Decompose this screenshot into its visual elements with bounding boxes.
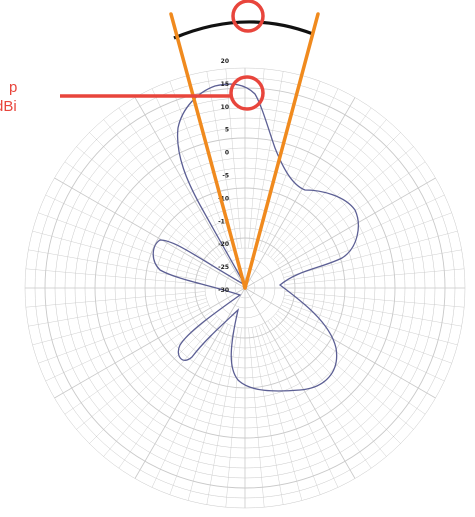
grid-spoke xyxy=(118,320,223,469)
beamwidth-line-right xyxy=(243,12,320,290)
radial-tick-label: -5 xyxy=(222,173,229,180)
grid-spoke xyxy=(134,97,246,289)
grid-spoke xyxy=(261,324,339,488)
radiation-pattern-curve xyxy=(152,83,359,392)
grid-spoke xyxy=(64,310,213,415)
grid-spoke xyxy=(225,327,242,508)
grid-spoke xyxy=(251,327,284,505)
grid-spoke xyxy=(244,97,356,289)
grid-spoke xyxy=(169,325,232,495)
grid-spoke xyxy=(255,326,303,501)
grid-spoke xyxy=(267,320,372,469)
grid-spoke xyxy=(38,212,208,275)
grid-spoke xyxy=(284,268,465,285)
grid-spoke xyxy=(28,294,206,327)
grid-spoke xyxy=(54,177,246,289)
grid-spoke xyxy=(282,212,452,275)
beam-top-marker-circle xyxy=(231,0,265,33)
beamwidth-line-left xyxy=(169,12,247,290)
grid-spoke xyxy=(284,249,462,282)
grid-spoke xyxy=(275,146,414,263)
grid-spoke xyxy=(206,71,239,249)
grid-spoke xyxy=(283,230,458,278)
beamwidth-arc xyxy=(173,20,314,40)
grid-spoke xyxy=(277,161,426,266)
grid-spoke xyxy=(244,287,356,479)
peak-gain-callout: p dBi xyxy=(0,78,60,116)
grid-spoke xyxy=(284,291,465,308)
grid-spoke xyxy=(76,146,215,263)
grid-spoke xyxy=(282,301,452,364)
grid-spoke xyxy=(169,81,232,251)
grid-spoke xyxy=(284,294,462,327)
grid-spoke xyxy=(89,132,217,260)
radial-tick-label: 15 xyxy=(221,81,229,88)
grid-spoke xyxy=(134,287,246,479)
radial-tick-label: 10 xyxy=(221,104,229,111)
grid-spoke xyxy=(32,298,207,346)
grid-spoke xyxy=(38,301,208,364)
grid-spoke xyxy=(64,161,213,266)
grid-spoke xyxy=(267,107,372,256)
grid-spoke xyxy=(25,268,206,285)
grid-spoke xyxy=(270,318,387,457)
radial-tick-label: -15 xyxy=(218,218,229,225)
callout-line-1: p xyxy=(9,79,18,96)
grid-spoke xyxy=(45,194,209,272)
grid-spoke xyxy=(28,249,206,282)
grid-spoke xyxy=(248,327,265,508)
grid-spoke xyxy=(103,318,220,457)
grid-spoke xyxy=(32,230,207,278)
grid-spoke xyxy=(45,304,209,382)
grid-spoke xyxy=(261,88,339,252)
radial-tick-label: -25 xyxy=(218,264,229,271)
radial-tick-label: 0 xyxy=(225,150,229,157)
grid-spoke xyxy=(258,325,321,495)
grid-spoke xyxy=(151,324,229,488)
grid-spoke xyxy=(151,88,229,252)
peak-gain-marker-circle xyxy=(229,75,265,111)
radial-tick-label: -20 xyxy=(218,241,229,248)
grid-spoke xyxy=(54,287,246,399)
grid-spoke xyxy=(89,316,217,444)
grid-spoke xyxy=(281,194,445,272)
radial-tick-label: 20 xyxy=(221,58,229,65)
grid-spoke xyxy=(283,298,458,346)
radial-tick-label: -10 xyxy=(218,195,229,202)
grid-spoke xyxy=(225,68,242,249)
grid-spoke xyxy=(103,119,220,258)
grid-spoke xyxy=(244,287,436,399)
grid-spoke xyxy=(76,313,215,430)
grid-spoke xyxy=(275,313,414,430)
radial-scale-labels: 20 15 10 5 0 -5 -10 -15 -20 -25 -30 xyxy=(218,58,229,294)
grid-spoke xyxy=(258,81,321,251)
radial-tick-label: -30 xyxy=(218,287,229,294)
grid-spoke xyxy=(270,119,387,258)
grid-spoke xyxy=(187,326,235,501)
radial-tick-label: 5 xyxy=(225,127,229,134)
grid-spoke xyxy=(281,304,445,382)
grid-spoke xyxy=(25,291,206,308)
grid-spoke xyxy=(244,177,436,289)
grid-spoke xyxy=(273,316,401,444)
grid-spoke xyxy=(251,71,284,249)
grid-spoke xyxy=(118,107,223,256)
grid-spoke xyxy=(206,327,239,505)
grid-spoke xyxy=(277,310,426,415)
callout-line-2: dBi xyxy=(0,98,17,115)
